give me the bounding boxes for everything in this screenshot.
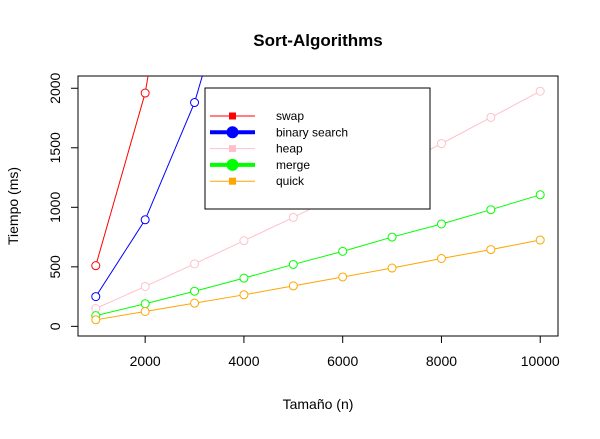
data-point (436, 219, 446, 229)
data-point (190, 298, 200, 308)
y-tick-label: 1000 (47, 192, 63, 223)
data-point (190, 98, 200, 108)
chart-title: Sort-Algorithms (253, 31, 382, 50)
legend-label: quick (276, 174, 305, 188)
data-point (91, 315, 101, 325)
data-point (91, 292, 101, 302)
data-point (288, 281, 298, 291)
data-point (535, 235, 545, 245)
series-line (95, 194, 541, 317)
legend-label: swap (276, 109, 304, 123)
data-point (140, 306, 150, 316)
y-tick-label: 1500 (47, 132, 63, 163)
data-point (535, 190, 545, 200)
data-point (436, 254, 446, 263)
data-point (190, 286, 200, 296)
y-tick-label: 500 (47, 255, 63, 279)
data-point (190, 259, 200, 269)
data-point (140, 88, 150, 98)
data-point (387, 232, 397, 242)
data-point (288, 259, 298, 269)
data-point (486, 112, 496, 122)
series-line (95, 76, 203, 297)
legend-marker (226, 158, 239, 171)
series-line (95, 239, 541, 321)
data-layer (91, 76, 545, 325)
legend-label: heap (276, 142, 303, 156)
data-point (338, 272, 348, 282)
legend-marker (229, 177, 236, 185)
data-point (140, 281, 150, 291)
data-point (239, 290, 249, 300)
data-point (535, 86, 545, 96)
x-tick-label: 10000 (521, 353, 560, 369)
x-tick-label: 8000 (426, 353, 457, 369)
data-point (140, 215, 150, 225)
legend-marker (229, 112, 236, 120)
legend-marker (226, 126, 239, 139)
x-tick-label: 2000 (130, 353, 161, 369)
data-point (140, 299, 150, 309)
data-point (486, 245, 496, 255)
data-point (486, 205, 496, 215)
data-point (288, 212, 298, 222)
legend-marker (229, 145, 236, 153)
data-point (387, 263, 397, 273)
y-axis-label: Tiempo (ms) (5, 167, 21, 245)
x-axis-label: Tamaño (n) (283, 396, 354, 412)
data-point (436, 139, 446, 149)
y-tick-label: 2000 (47, 72, 63, 103)
data-point (239, 273, 249, 283)
data-point (91, 261, 101, 271)
y-tick-label: 0 (47, 322, 63, 330)
x-tick-label: 6000 (327, 353, 358, 369)
legend-label: binary search (276, 125, 348, 139)
data-point (239, 236, 249, 246)
data-point (338, 246, 348, 256)
legend-label: merge (276, 158, 310, 172)
x-tick-label: 4000 (228, 353, 259, 369)
